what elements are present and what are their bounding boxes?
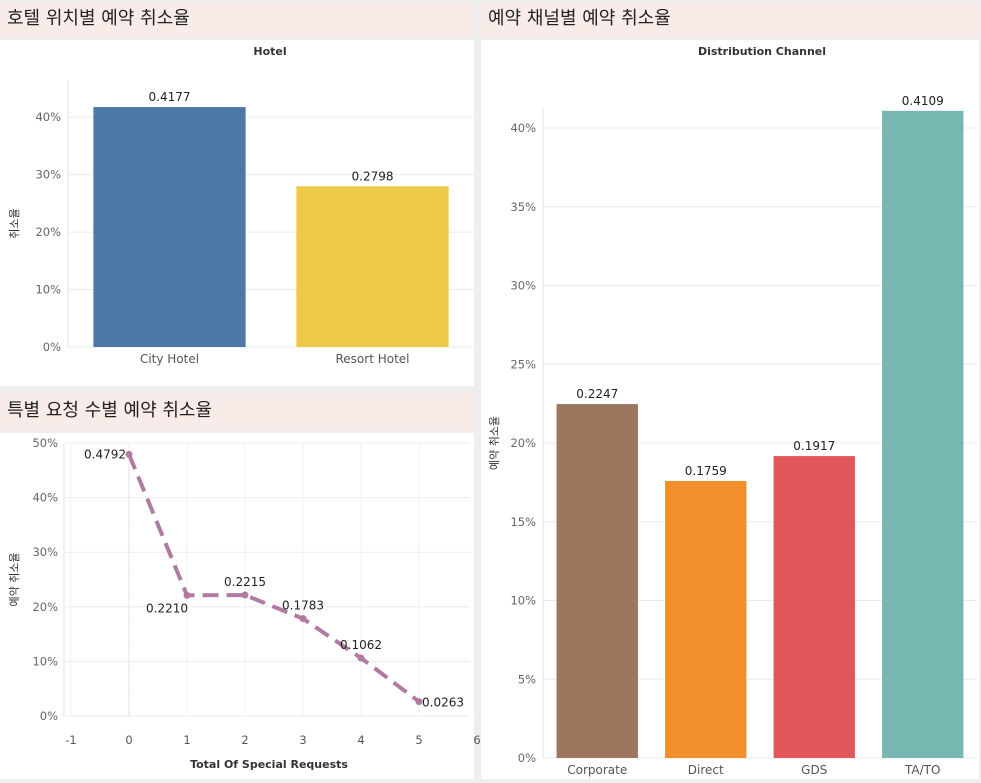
data-label: 0.4109 [902,94,944,108]
y-tick-label: 15% [510,515,536,529]
y-tick-label: 40% [35,110,61,124]
y-tick-label: 20% [32,600,58,614]
y-tick-label: 10% [510,594,536,608]
y-axis-label: 예약 취소율 [7,552,21,606]
x-tick-label: 0 [125,733,132,747]
x-tick-label: 2 [241,733,248,747]
series-line [127,453,421,704]
y-axis-label: 취소율 [8,208,21,238]
data-point [183,591,191,599]
x-tick-label: GDS [801,763,827,777]
data-label: 0.2210 [146,601,188,615]
x-tick-label: -1 [65,733,76,747]
y-tick-label: 40% [510,121,536,135]
hotel-bar-chart: Hotel 0% 10% 20% 30% 40% 취소율 0.4177 City Hotel 0.… [8,45,474,366]
x-tick-label: Corporate [567,763,627,777]
x-tick-label: 4 [357,733,364,747]
data-label: 0.0263 [422,696,464,710]
data-label: 0.4792 [84,447,126,461]
y-tick-label: 35% [510,200,536,214]
data-point [415,698,423,706]
y-tick-label: 10% [32,654,58,668]
y-tick-label: 30% [510,279,536,293]
x-tick-label: Resort Hotel [335,352,409,366]
bar-corporate [556,404,638,758]
y-tick-label: 20% [510,436,536,450]
y-tick-label: 30% [35,168,61,182]
x-tick-label: 1 [183,733,190,747]
y-tick-label: 10% [35,283,61,297]
y-tick-label: 0% [40,709,58,723]
chart-title: Hotel [253,45,286,58]
x-tick-label: Direct [688,763,724,777]
chart-title: Distribution Channel [698,45,826,58]
requests-chart-panel: 0% 10% 20% 30% 40% 50% -1 0 1 2 3 4 5 6 예약 취소율 Total Of… [0,433,481,779]
y-tick-label: 0% [43,340,61,354]
y-tick-label: 50% [32,436,58,450]
data-label: 0.2798 [352,169,394,183]
bar-ta-to [882,110,964,758]
y-tick-label: 40% [32,491,58,505]
y-tick-label: 0% [518,751,536,765]
hotel-chart-panel: Hotel 0% 10% 20% 30% 40% 취소율 0.4177 City Hotel 0.… [0,40,474,386]
x-tick-label: 3 [299,733,306,747]
y-axis-label: 예약 취소율 [487,416,501,470]
data-label: 0.1917 [793,439,835,453]
bar-gds [773,456,855,758]
requests-line-chart: 0% 10% 20% 30% 40% 50% -1 0 1 2 3 4 5 6 예약 취소율 Total Of… [7,436,481,771]
y-tick-label: 20% [35,225,61,239]
y-tick-label: 5% [518,672,536,686]
requests-panel-title: 특별 요청 수별 예약 취소율 [0,393,474,431]
channel-chart-panel: Distribution Channel 0% 5% 10% 15% 20% 25% 30% 3… [481,40,979,779]
data-label: 0.2215 [224,575,266,589]
hotel-panel-title: 호텔 위치별 예약 취소율 [0,2,474,38]
y-tick-label: 25% [510,357,536,371]
bar-direct [665,480,747,758]
bar-city-hotel [93,107,246,348]
data-label: 0.1062 [340,638,382,652]
x-tick-label: 6 [473,733,480,747]
data-label: 0.4177 [149,90,191,104]
data-label: 0.2247 [576,387,618,401]
x-axis-label: Total Of Special Requests [190,758,348,771]
x-tick-label: 5 [415,733,422,747]
channel-bar-chart: Distribution Channel 0% 5% 10% 15% 20% 25% 30% 3… [487,45,977,777]
data-label: 0.1759 [685,464,727,478]
x-tick-label: TA/TO [904,763,940,777]
y-tick-label: 30% [32,545,58,559]
x-tick-label: City Hotel [140,352,199,366]
data-point [241,591,249,599]
data-point [125,450,133,458]
bar-resort-hotel [296,186,449,347]
data-point [299,615,307,623]
data-point [357,654,365,662]
data-label: 0.1783 [282,599,324,613]
channel-panel-title: 예약 채널별 예약 취소율 [481,2,979,38]
